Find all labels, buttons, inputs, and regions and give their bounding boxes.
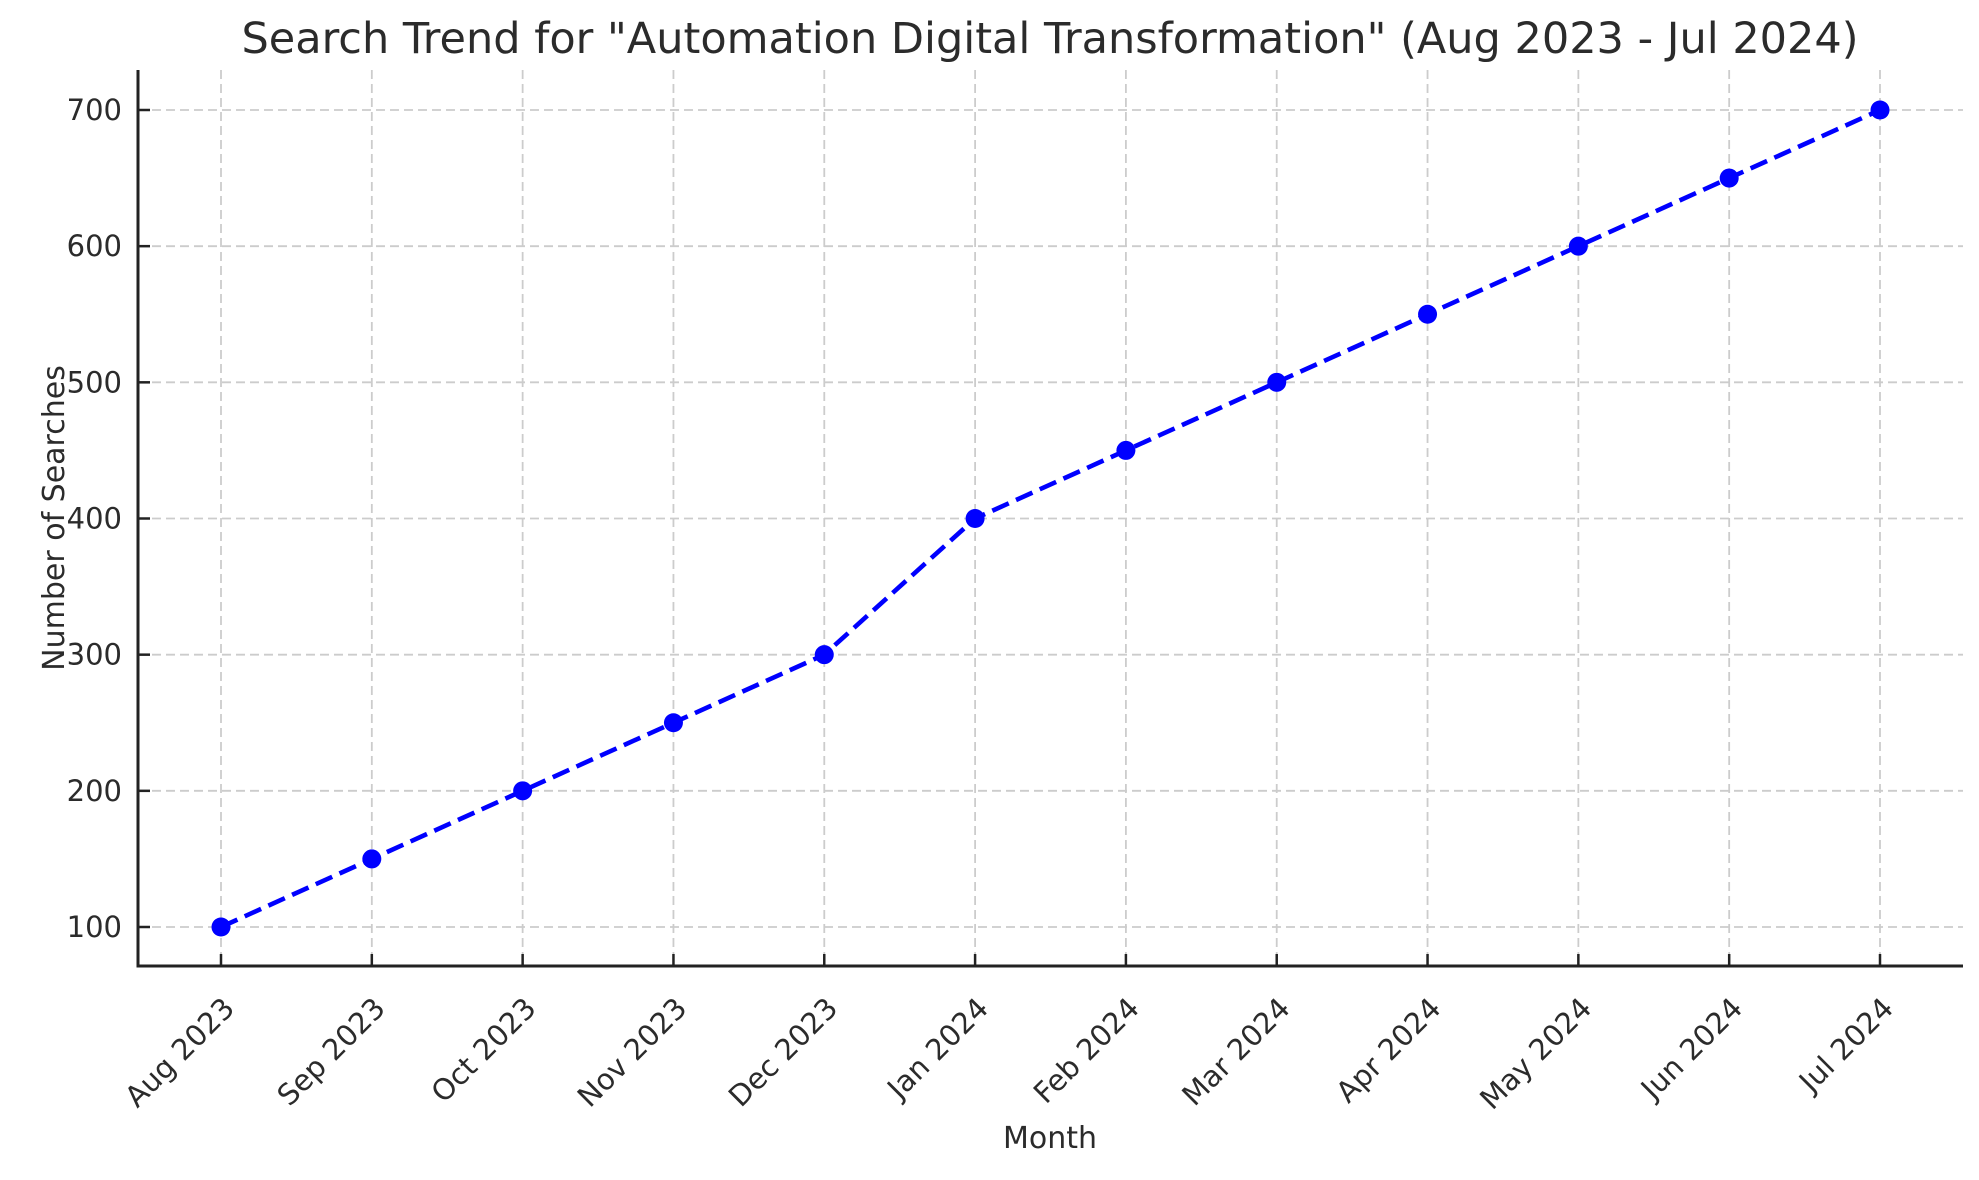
y-tick-label: 600 xyxy=(67,229,122,263)
data-point-marker xyxy=(1267,372,1287,392)
trend-line xyxy=(220,107,1881,930)
data-point-marker xyxy=(1719,168,1739,188)
data-point-marker xyxy=(663,713,683,733)
data-point-marker xyxy=(362,849,382,869)
y-tick-label: 300 xyxy=(67,638,122,672)
y-tick-label: 700 xyxy=(67,93,122,127)
data-point-marker xyxy=(1568,236,1588,256)
x-tick-label: Aug 2023 xyxy=(118,991,241,1114)
x-tick-label: Sep 2023 xyxy=(270,991,391,1112)
data-point-marker xyxy=(1116,440,1136,460)
x-tick-label: Mar 2024 xyxy=(1175,991,1296,1112)
data-point-marker xyxy=(814,645,834,665)
grid-layer xyxy=(138,70,1963,966)
data-point-marker xyxy=(211,917,231,937)
data-point-marker xyxy=(965,509,985,528)
x-tick-label: Nov 2023 xyxy=(571,991,694,1114)
data-point-marker xyxy=(1418,304,1438,324)
x-tick-label: Feb 2024 xyxy=(1027,991,1146,1110)
y-tick-label: 500 xyxy=(67,365,122,399)
x-tick-label: Jun 2024 xyxy=(1633,991,1749,1107)
y-tick-label: 400 xyxy=(67,502,122,536)
y-tick-label: 100 xyxy=(67,910,122,944)
chart-title: Search Trend for "Automation Digital Tra… xyxy=(241,14,1858,64)
axis-layer xyxy=(136,70,1963,968)
x-tick-label: Oct 2023 xyxy=(424,991,542,1109)
x-tick-label: Jan 2024 xyxy=(879,991,995,1107)
x-tick-label: Apr 2024 xyxy=(1329,991,1447,1109)
series-layer xyxy=(211,100,1890,937)
x-tick-label: Jul 2024 xyxy=(1791,991,1900,1100)
x-tick-label: May 2024 xyxy=(1473,991,1598,1116)
x-axis-label: Month xyxy=(1003,1121,1097,1156)
y-axis-label: Number of Searches xyxy=(37,365,72,671)
x-tick-label: Dec 2023 xyxy=(722,991,844,1113)
data-point-marker xyxy=(513,781,533,801)
y-tick-label: 200 xyxy=(67,774,122,808)
data-point-marker xyxy=(1870,100,1890,120)
